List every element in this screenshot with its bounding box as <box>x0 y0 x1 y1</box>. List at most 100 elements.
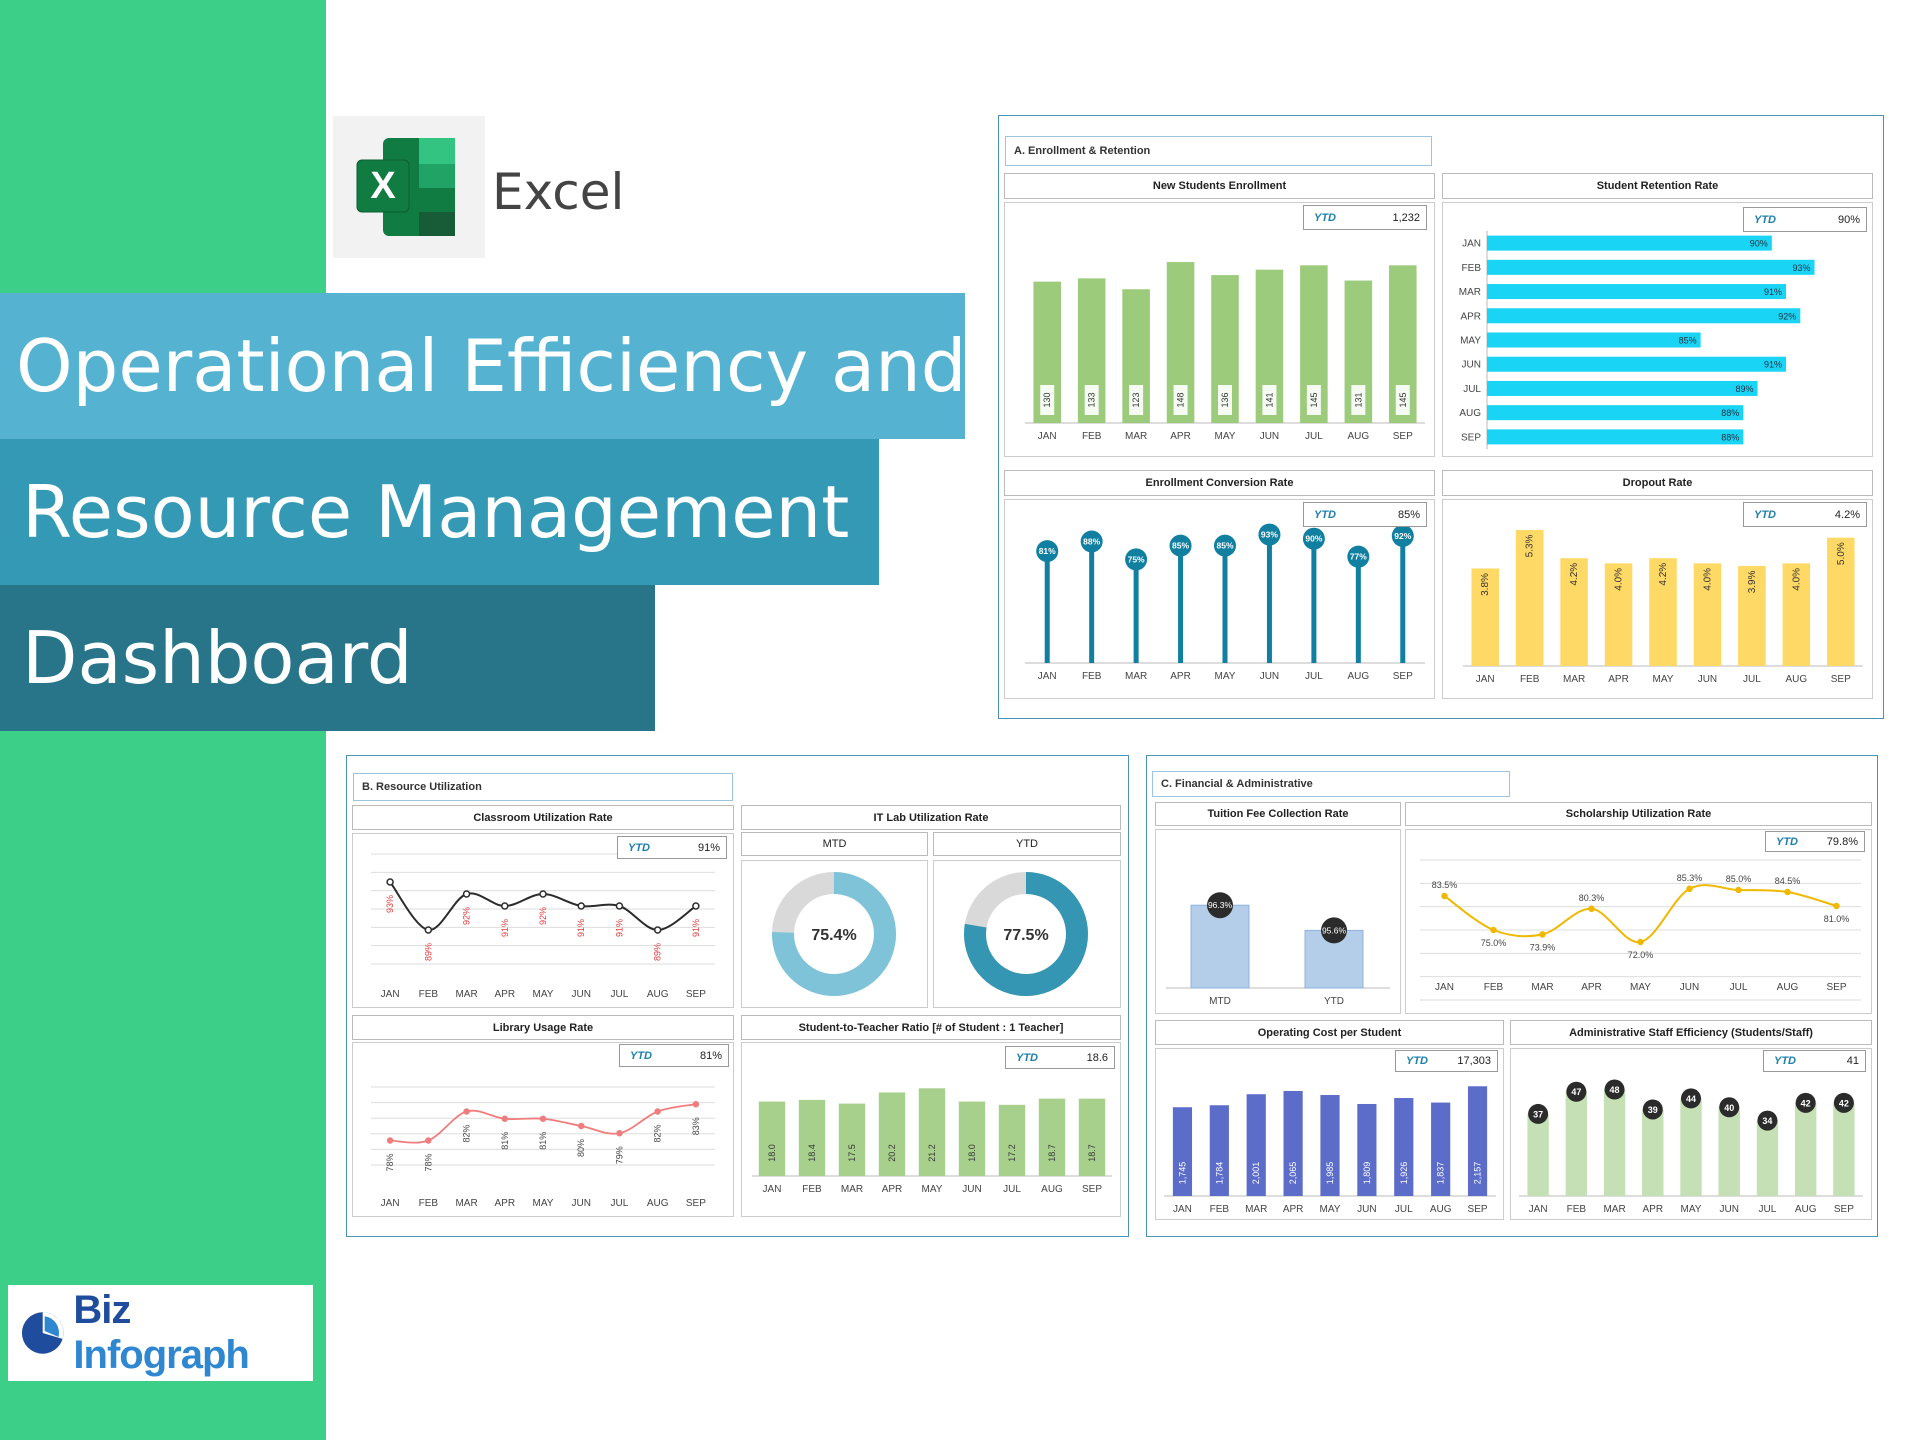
chart-ratio: 18.0 18.4 17.5 20.2 21.2 18.0 17.2 18.7 18.7 JAN F… <box>741 1042 1121 1217</box>
scholarship-tick-label: JAN <box>1435 982 1454 993</box>
scholarship-point <box>1637 938 1644 946</box>
new-students-label-box <box>1306 385 1321 415</box>
scholarship-data-label: 84.5% <box>1775 876 1801 886</box>
scholarship-data-label: 75.0% <box>1481 938 1507 948</box>
tuition-marker <box>1321 917 1347 944</box>
classroom-data-label: 92% <box>462 907 472 925</box>
dropout-data-label: 5.3% <box>1525 534 1536 557</box>
dropout-data-label: 3.9% <box>1747 570 1758 593</box>
retention-data-label: 93% <box>1793 263 1811 273</box>
retention-tick-label: SEP <box>1461 432 1481 443</box>
ytd-value: 1,232 <box>1392 211 1420 224</box>
admin-data-label: 47 <box>1571 1087 1581 1097</box>
library-tick-label: MAR <box>455 1198 477 1209</box>
classroom-tick-label: JUL <box>611 989 629 1000</box>
scholarship-tick-label: APR <box>1581 982 1602 993</box>
admin-data-label: 39 <box>1648 1105 1658 1115</box>
title-op-cost: Operating Cost per Student <box>1155 1020 1504 1045</box>
retention-tick-label: AUG <box>1459 408 1481 419</box>
classroom-tick-label: APR <box>494 989 515 1000</box>
title-line-2: Resource Management <box>0 439 879 585</box>
tuition-marker <box>1207 892 1233 919</box>
ytd-value: 90% <box>1837 213 1860 226</box>
classroom-point <box>539 890 547 898</box>
scholarship-tick-label: JUL <box>1730 982 1748 993</box>
scholarship-data-label: 80.3% <box>1579 893 1605 903</box>
dropout-bar <box>1604 563 1633 666</box>
conversion-marker <box>1258 523 1281 546</box>
dropout-tick-label: JAN <box>1476 674 1495 685</box>
ytd-label: YTD <box>1016 1051 1038 1064</box>
dropout-data-label: 3.8% <box>1480 573 1491 596</box>
library-tick-label: FEB <box>419 1198 439 1209</box>
title-tuition: Tuition Fee Collection Rate <box>1155 802 1401 826</box>
tuition-tick-label: MTD <box>1209 996 1231 1007</box>
dropout-svg: 3.8% 5.3% 4.2% 4.0% 4.2% 4.0% 3.9% 4.0% 5.0% JAN F… <box>1463 529 1863 685</box>
op-cost-bar <box>1246 1094 1266 1196</box>
classroom-data-label: 89% <box>423 943 433 961</box>
dropout-tick-label: APR <box>1608 674 1629 685</box>
new-students-tick-label: APR <box>1170 431 1191 442</box>
library-point <box>577 1122 585 1130</box>
admin-data-label: 44 <box>1686 1094 1696 1104</box>
classroom-tick-label: FEB <box>419 989 439 1000</box>
admin-tick-label: SEP <box>1834 1204 1854 1215</box>
ytd-label: YTD <box>1774 1055 1796 1067</box>
new-students-label-box <box>1262 385 1277 415</box>
excel-icon: X <box>356 138 455 236</box>
ratio-data-label: 18.7 <box>1087 1144 1097 1162</box>
dropout-tick-label: FEB <box>1520 674 1540 685</box>
section-a-label: A. Enrollment & Retention <box>1005 136 1432 166</box>
dropout-tick-label: MAY <box>1653 674 1674 685</box>
dropout-data-label: 5.0% <box>1836 542 1847 565</box>
dropout-data-label: 4.0% <box>1702 568 1713 591</box>
section-c-label: C. Financial & Administrative <box>1152 771 1510 797</box>
admin-data-label: 42 <box>1839 1098 1849 1108</box>
library-point <box>386 1137 394 1144</box>
conversion-data-label: 90% <box>1305 534 1322 544</box>
tuition-svg: 96.3% 95.6% MTD YTD <box>1166 892 1390 1007</box>
conversion-marker <box>1080 530 1103 553</box>
ytd-library: YTD 81% <box>619 1044 729 1067</box>
op-cost-bar <box>1209 1105 1229 1196</box>
scholarship-tick-label: MAR <box>1531 982 1553 993</box>
ratio-bar <box>1038 1098 1066 1176</box>
conversion-svg: 81% 88% 75% 85% 85% 93% 90% 77% 92% JAN FEB MAR APR M… <box>1025 523 1425 682</box>
conversion-tick-label: SEP <box>1393 671 1413 682</box>
op-cost-bar <box>1283 1090 1303 1196</box>
tuition-tick-label: YTD <box>1324 996 1344 1007</box>
new-students-label-box <box>1084 385 1099 415</box>
title-classroom: Classroom Utilization Rate <box>352 805 734 830</box>
dropout-data-label: 4.0% <box>1614 568 1625 591</box>
retention-bar <box>1487 380 1758 396</box>
ytd-label: YTD <box>1776 835 1798 848</box>
op-cost-tick-label: FEB <box>1210 1204 1230 1215</box>
op-cost-tick-label: MAY <box>1320 1204 1341 1215</box>
dropout-bar <box>1782 563 1811 666</box>
new-students-tick-label: MAY <box>1215 431 1236 442</box>
chart-op-cost: 1,745 1,784 2,001 2,065 1,985 1,809 1,926 1,837… <box>1155 1048 1504 1220</box>
op-cost-data-label: 1,837 <box>1436 1162 1446 1185</box>
ratio-bar <box>998 1104 1026 1176</box>
admin-data-label: 37 <box>1533 1109 1543 1119</box>
classroom-tick-label: MAR <box>455 989 477 1000</box>
new-students-label-box <box>1218 385 1232 415</box>
classroom-point <box>386 878 394 886</box>
library-tick-label: JUL <box>611 1198 629 1209</box>
classroom-tick-label: JAN <box>381 989 400 1000</box>
library-point <box>425 1137 432 1144</box>
library-data-label: 80% <box>576 1139 586 1157</box>
ytd-value: 91% <box>697 841 720 854</box>
retention-tick-label: APR <box>1460 311 1481 322</box>
dropout-tick-label: MAR <box>1563 674 1585 685</box>
it-lab-ytd-value-label: 77.5% <box>1003 927 1048 944</box>
ratio-tick-label: JUN <box>962 1184 981 1195</box>
library-tick-label: JAN <box>381 1198 400 1209</box>
ratio-tick-label: JAN <box>763 1184 782 1195</box>
conversion-data-label: 77% <box>1350 552 1367 562</box>
library-tick-label: AUG <box>647 1198 669 1209</box>
ratio-tick-label: APR <box>882 1184 903 1195</box>
dropout-bar <box>1693 563 1722 666</box>
it-lab-ytd-label: YTD <box>933 832 1121 856</box>
tuition-bar <box>1190 904 1250 989</box>
